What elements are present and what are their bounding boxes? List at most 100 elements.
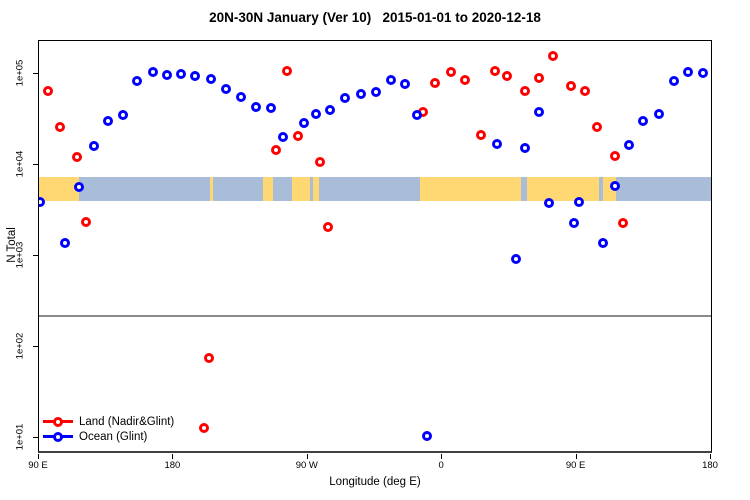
map-land-segment — [292, 177, 311, 202]
data-point-land — [55, 121, 66, 132]
data-point-land — [579, 85, 590, 96]
data-point-land — [502, 70, 512, 81]
data-point-ocean — [59, 237, 70, 248]
x-tick-label: 90 E — [28, 460, 48, 471]
legend-label: Land (Nadir&Glint) — [79, 415, 175, 428]
data-point-ocean — [370, 87, 381, 98]
x-tick-mark — [575, 454, 577, 459]
x-tick-label: 0 — [438, 460, 444, 471]
x-tick-label: 180 — [702, 460, 718, 471]
world-map-strip — [39, 177, 711, 202]
data-point-land — [71, 151, 82, 162]
data-point-ocean — [39, 196, 46, 207]
y-tick-mark — [33, 72, 38, 74]
data-point-land — [617, 217, 628, 228]
data-point-land — [520, 85, 531, 96]
data-point-land — [270, 144, 281, 155]
data-point-ocean — [176, 68, 187, 79]
data-point-land — [315, 156, 326, 167]
data-point-ocean — [520, 142, 531, 153]
data-point-ocean — [147, 66, 158, 77]
data-point-land — [591, 121, 602, 132]
y-tick-mark — [33, 346, 38, 347]
data-point-ocean — [533, 106, 544, 117]
data-point-land — [460, 74, 471, 85]
y-tick-label: 1e+03 — [14, 241, 26, 269]
map-land-segment — [313, 177, 320, 202]
x-tick-mark — [172, 454, 174, 459]
map-land-segment — [419, 177, 522, 202]
data-point-ocean — [543, 198, 554, 208]
data-point-ocean — [88, 140, 99, 151]
data-point-land — [609, 150, 620, 161]
data-point-ocean — [668, 75, 679, 86]
data-point-ocean — [220, 83, 231, 94]
map-land-segment — [39, 177, 80, 202]
data-point-ocean — [161, 69, 172, 80]
data-point-ocean — [623, 139, 634, 150]
data-point-land — [533, 72, 544, 83]
data-point-land — [292, 130, 303, 141]
y-tick-label: 1e+01 — [14, 423, 26, 451]
legend-label: Ocean (Glint) — [79, 430, 148, 443]
legend-circle-icon — [53, 431, 63, 442]
data-point-ocean — [609, 180, 620, 191]
data-point-ocean — [74, 181, 85, 192]
x-tick-label: 90 W — [295, 460, 318, 471]
reference-line — [39, 314, 711, 317]
legend-symbol-ocean — [43, 431, 73, 442]
data-point-ocean — [236, 91, 247, 102]
chart-title: 20N-30N January (Ver 10) 2015-01-01 to 2… — [209, 10, 541, 25]
y-tick-mark — [33, 163, 38, 165]
data-point-land — [203, 352, 214, 363]
map-land-segment — [209, 177, 213, 202]
data-point-ocean — [117, 109, 128, 120]
map-land-segment — [262, 177, 273, 202]
data-point-ocean — [598, 237, 609, 248]
data-point-land — [282, 65, 293, 76]
data-point-ocean — [385, 74, 396, 85]
x-tick-mark — [38, 454, 39, 459]
data-point-ocean — [682, 66, 693, 77]
x-tick-label: 90 E — [565, 460, 586, 471]
x-axis-label: Longitude (deg E) — [329, 476, 421, 488]
data-point-land — [565, 80, 576, 91]
data-point-ocean — [325, 104, 336, 115]
data-point-ocean — [573, 196, 584, 207]
data-point-ocean — [131, 75, 142, 86]
data-point-ocean — [266, 102, 277, 113]
data-point-land — [548, 50, 558, 61]
data-point-ocean — [298, 117, 309, 128]
data-point-ocean — [492, 138, 502, 149]
legend-item: Land (Nadir&Glint) — [43, 414, 174, 429]
x-tick-mark — [441, 454, 443, 459]
data-point-ocean — [278, 131, 288, 142]
data-point-ocean — [250, 101, 261, 112]
x-tick-mark — [710, 454, 711, 459]
data-point-ocean — [411, 109, 422, 120]
y-tick-mark — [33, 254, 38, 256]
data-point-ocean — [206, 73, 217, 84]
data-point-ocean — [697, 67, 708, 78]
y-tick-label: 1e+04 — [14, 150, 26, 178]
legend-symbol-land — [43, 416, 73, 427]
y-tick-mark — [33, 437, 38, 439]
y-tick-label: 1e+02 — [14, 332, 26, 360]
legend-item: Ocean (Glint) — [43, 429, 174, 444]
legend-circle-icon — [53, 416, 63, 427]
data-point-land — [42, 85, 53, 96]
data-point-land — [446, 66, 456, 77]
data-point-ocean — [190, 70, 201, 81]
data-point-ocean — [637, 115, 648, 126]
data-point-ocean — [568, 217, 579, 228]
y-tick-label: 1e+05 — [14, 59, 26, 87]
data-point-land — [322, 222, 333, 233]
map-land-segment — [526, 177, 599, 202]
legend: Land (Nadir&Glint) Ocean (Glint) — [43, 414, 174, 444]
data-point-ocean — [421, 431, 432, 442]
data-point-land — [430, 77, 441, 88]
data-point-ocean — [400, 78, 411, 89]
data-point-ocean — [355, 89, 366, 100]
data-point-ocean — [311, 108, 321, 119]
